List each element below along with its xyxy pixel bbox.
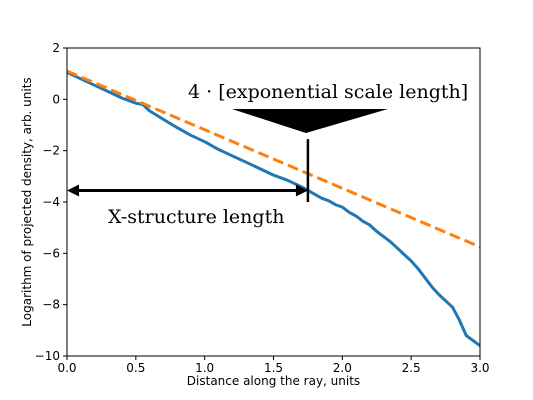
length-arrow-right-head (295, 184, 308, 197)
x-axis-ticks: 0.0 0.5 1.0 1.5 2.0 2.5 3.0 (57, 356, 490, 375)
y-axis-ticks: 2 0 −2 −4 −6 −8 −10 (35, 41, 67, 363)
scale-length-annotation: 4 · [exponential scale length] (188, 81, 468, 103)
series-layer (66, 69, 481, 347)
dashed-fit-line (66, 69, 481, 249)
x-axis-label: Distance along the ray, units (187, 374, 360, 388)
x-tick-label: 1.5 (264, 361, 283, 375)
y-tick-label: −6 (42, 246, 60, 260)
x-tick-label: 2.5 (402, 361, 421, 375)
density-profile-line (66, 71, 481, 347)
scale-pointer-triangle (232, 109, 388, 133)
y-tick-label: −8 (42, 298, 60, 312)
y-axis-label: Logarithm of projected density, arb. uni… (20, 77, 34, 326)
y-tick-label: −4 (42, 195, 60, 209)
plot-frame (66, 47, 481, 357)
x-tick-label: 1.0 (195, 361, 214, 375)
x-tick-label: 0.5 (126, 361, 145, 375)
x-tick-label: 3.0 (470, 361, 489, 375)
length-arrow-left-head (67, 184, 79, 197)
x-tick-label: 2.0 (333, 361, 352, 375)
y-tick-label: 2 (52, 41, 60, 55)
annotation-layer: 4 · [exponential scale length] X-structur… (67, 81, 468, 228)
x-tick-label: 0.0 (57, 361, 76, 375)
y-tick-label: −10 (35, 349, 60, 363)
y-tick-label: −2 (42, 144, 60, 158)
x-structure-length-annotation: X-structure length (108, 206, 284, 228)
y-tick-label: 0 (52, 92, 60, 106)
